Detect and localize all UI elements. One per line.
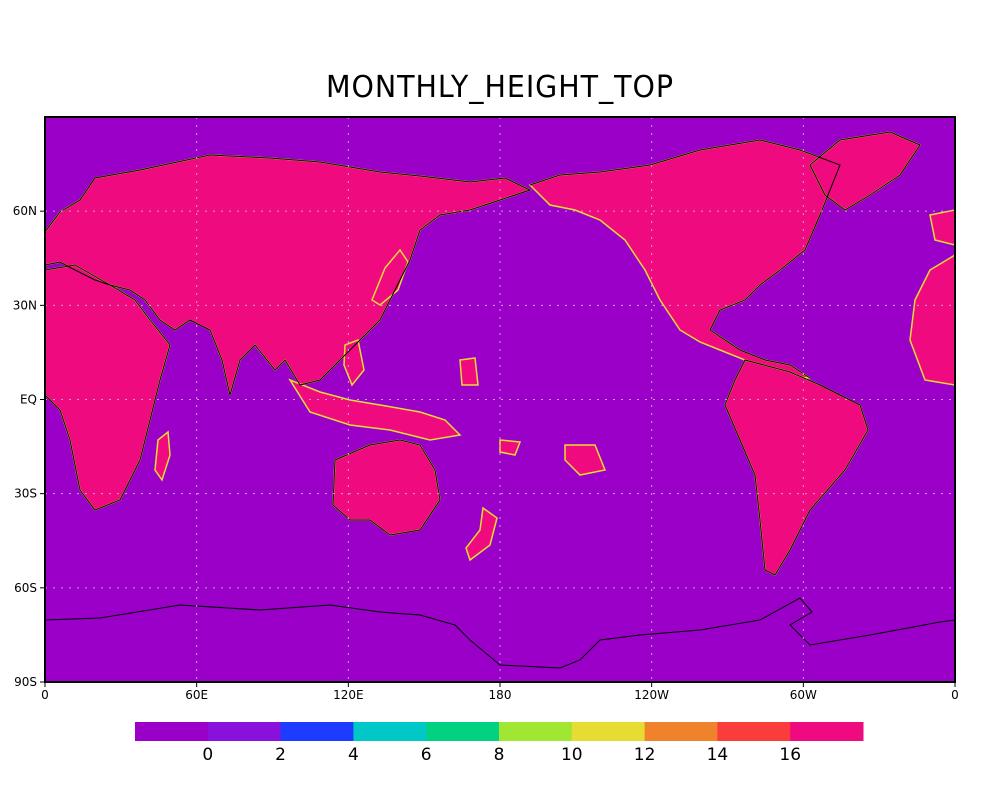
map-title: MONTHLY_HEIGHT_TOP	[325, 70, 675, 105]
land-masses	[45, 131, 955, 576]
colorbar-swatch	[426, 722, 500, 741]
colorbar-label: 12	[634, 745, 656, 765]
colorbar-swatch	[499, 722, 573, 741]
colorbar-label: 16	[779, 745, 801, 765]
colorbar-label: 0	[202, 745, 213, 765]
land-indonesia	[288, 378, 462, 441]
lat-tick-label: 60N	[13, 204, 37, 218]
lat-tick-label: EQ	[20, 393, 37, 407]
colorbar-label: 2	[275, 745, 286, 765]
colorbar: 0 2 4 6 8 10 12 14 16	[135, 722, 864, 765]
colorbar-label: 8	[494, 745, 505, 765]
land-madagascar	[154, 430, 171, 482]
land-pacific-islands	[459, 357, 607, 476]
lon-tick-label: 60E	[185, 688, 208, 702]
coastline-outlines	[45, 131, 955, 669]
colorbar-swatch	[790, 722, 864, 741]
land-europe-east-edge	[929, 209, 955, 246]
colorbar-label: 14	[707, 745, 729, 765]
lon-tick-label: 0	[41, 688, 49, 702]
antarctica-coastline	[45, 597, 955, 669]
colorbar-swatch	[571, 722, 646, 741]
colorbar-label: 10	[561, 745, 583, 765]
lon-tick-label: 60W	[790, 688, 817, 702]
latitude-axis: 60N 30N EQ 30S 60S 90S	[13, 204, 45, 689]
land-africa-east-edge	[909, 254, 955, 386]
colorbar-swatch	[207, 722, 282, 741]
longitude-axis: 0 60E 120E 180 120W 60W 0	[41, 682, 959, 702]
lon-tick-label: 120W	[634, 688, 669, 702]
colorbar-swatch	[717, 722, 791, 741]
lat-tick-label: 90S	[14, 675, 37, 689]
lat-tick-label: 30S	[14, 487, 37, 501]
colorbar-swatch	[280, 722, 354, 741]
colorbar-label: 6	[421, 745, 432, 765]
colorbar-swatch	[644, 722, 718, 741]
lon-tick-label: 0	[951, 688, 959, 702]
colorbar-label: 4	[348, 745, 359, 765]
colorbar-swatch	[135, 722, 209, 741]
lon-tick-label: 120E	[333, 688, 364, 702]
colorbar-swatch	[353, 722, 427, 741]
land-new-zealand	[465, 506, 498, 562]
land-japan	[371, 248, 409, 306]
lon-tick-label: 180	[489, 688, 512, 702]
lat-tick-label: 60S	[14, 581, 37, 595]
lat-tick-label: 30N	[13, 298, 37, 312]
